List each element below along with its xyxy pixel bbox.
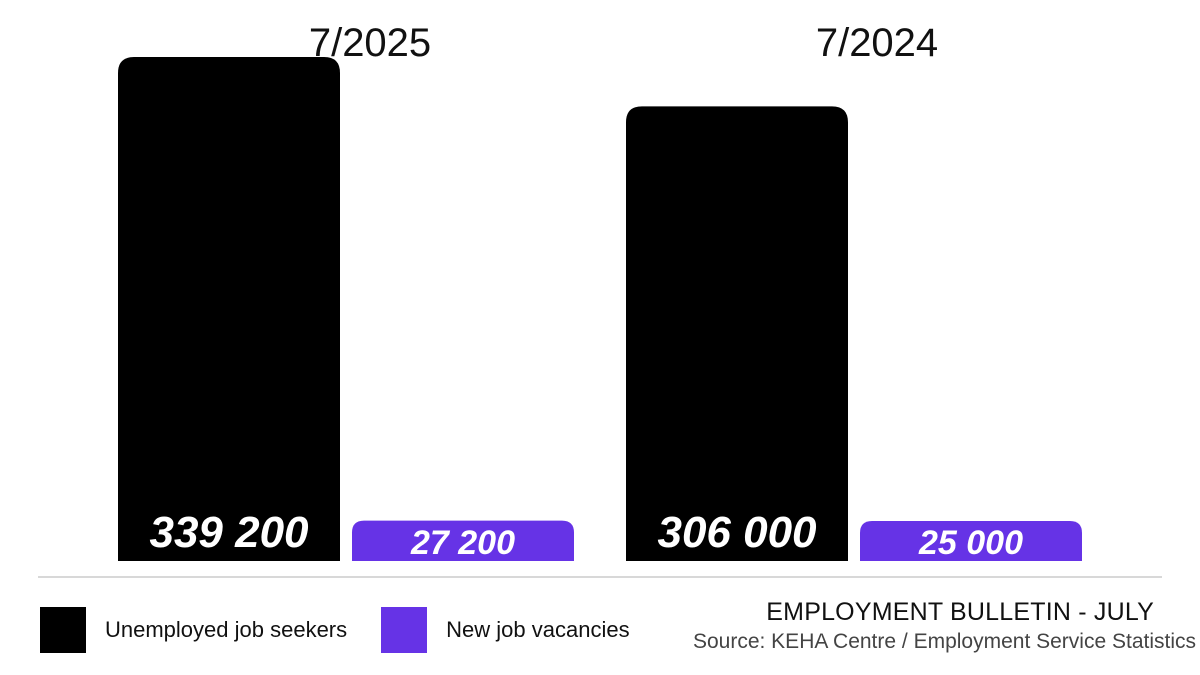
- legend-label-vacancies: New job vacancies: [446, 617, 630, 642]
- footer: EMPLOYMENT BULLETIN - JULY Source: KEHA …: [693, 598, 1196, 654]
- legend-swatch-seekers: [40, 607, 86, 653]
- bar-new-job-vacancies-7-2024: [860, 521, 1082, 561]
- bar-new-job-vacancies-7-2025: [352, 520, 574, 561]
- legend-label-seekers: Unemployed job seekers: [105, 617, 348, 642]
- data-label-unemployed-job-seekers-7-2024: 306 000: [657, 508, 817, 557]
- legend-item-vacancies: New job vacancies: [381, 607, 630, 653]
- legend-item-seekers: Unemployed job seekers: [40, 607, 347, 653]
- source-note: Source: KEHA Centre / Employment Service…: [692, 630, 1196, 653]
- bar-unemployed-job-seekers-7-2025: [118, 57, 340, 561]
- legend-swatch-vacancies: [381, 607, 428, 653]
- legend: Unemployed job seekers New job vacancies: [40, 607, 664, 653]
- bulletin-title: EMPLOYMENT BULLETIN - JULY: [766, 598, 1154, 626]
- category-label-7-2025: 7/2025: [309, 21, 431, 65]
- bar-unemployed-job-seekers-7-2024: [626, 106, 848, 561]
- category-label-7-2024: 7/2024: [816, 21, 938, 65]
- data-label-unemployed-job-seekers-7-2025: 339 200: [149, 508, 309, 557]
- data-label-new-job-vacancies-7-2025: 27 200: [410, 524, 515, 562]
- data-label-new-job-vacancies-7-2024: 25 000: [918, 524, 1023, 562]
